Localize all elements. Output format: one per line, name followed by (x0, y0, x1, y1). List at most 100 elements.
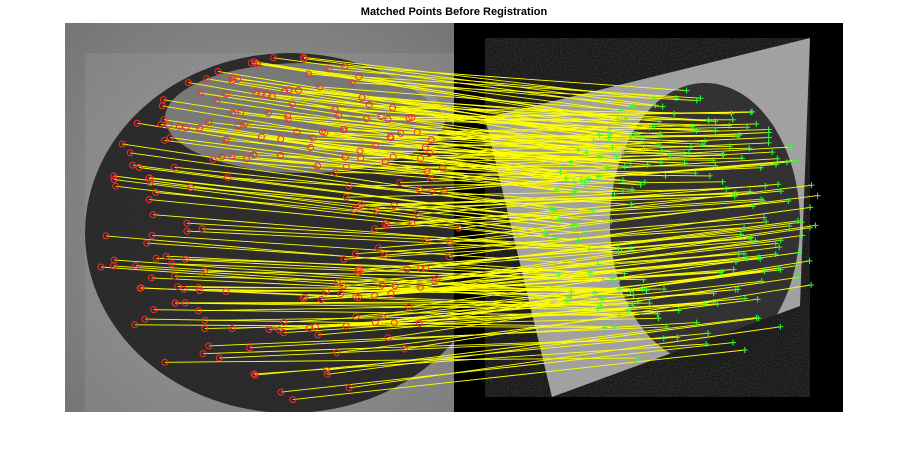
right-match-marker (620, 148, 627, 155)
right-match-marker (726, 122, 733, 129)
left-match-marker (335, 112, 342, 120)
left-match-marker (229, 109, 237, 117)
match-line (344, 65, 687, 92)
right-match-marker (578, 177, 585, 184)
right-match-marker (605, 135, 612, 142)
match-line (427, 151, 773, 172)
right-match-marker (616, 312, 623, 319)
match-line (304, 58, 656, 106)
match-line (232, 155, 633, 191)
left-match-marker (300, 53, 307, 61)
left-match-marker (331, 169, 339, 176)
right-match-marker (787, 144, 794, 150)
right-match-marker (654, 310, 661, 317)
left-match-marker (356, 147, 364, 155)
right-match-marker (655, 315, 662, 322)
match-line (335, 109, 693, 127)
right-match-marker (712, 118, 719, 125)
right-match-marker (604, 165, 611, 172)
left-match-marker (381, 251, 389, 259)
right-match-marker (619, 188, 626, 195)
right-match-marker (758, 196, 765, 203)
right-match-marker (575, 237, 582, 244)
left-match-marker (342, 322, 350, 330)
left-match-marker (129, 161, 137, 169)
right-match-marker (617, 107, 623, 114)
right-match-marker (547, 205, 554, 211)
left-match-marker (423, 167, 431, 175)
match-line (346, 188, 727, 198)
left-match-marker (352, 293, 360, 301)
match-line (200, 92, 587, 153)
match-line (449, 195, 818, 243)
right-match-marker (746, 145, 753, 152)
match-line (317, 165, 696, 174)
match-line (303, 56, 654, 100)
right-match-marker (777, 237, 784, 244)
left-match-marker (358, 201, 365, 209)
right-match-marker (741, 224, 748, 231)
right-match-marker (660, 335, 667, 342)
match-line (387, 276, 799, 339)
left-match-marker (357, 154, 365, 162)
match-line (292, 349, 745, 401)
left-match-marker (426, 149, 433, 157)
match-line (164, 357, 639, 363)
left-match-marker (378, 281, 386, 289)
right-match-marker (600, 278, 607, 285)
match-line (185, 301, 638, 304)
right-match-marker (606, 131, 613, 138)
left-match-marker (243, 155, 251, 163)
left-match-marker (354, 266, 362, 274)
match-line (283, 303, 718, 334)
left-match-marker (263, 91, 270, 98)
right-match-marker (618, 118, 625, 125)
match-line (319, 86, 675, 115)
right-match-marker (680, 151, 687, 157)
match-line (449, 206, 811, 258)
right-match-marker (714, 300, 721, 307)
right-match-marker (638, 135, 645, 142)
right-match-marker (738, 155, 745, 162)
left-match-marker (166, 134, 174, 142)
match-line (357, 238, 750, 271)
left-match-marker (162, 252, 170, 260)
match-line (376, 191, 751, 212)
left-match-marker (384, 115, 392, 123)
right-match-marker (773, 161, 779, 168)
right-match-marker (587, 269, 594, 276)
left-match-marker (405, 303, 413, 311)
right-match-marker (596, 131, 603, 138)
left-match-marker (224, 174, 232, 181)
right-match-marker (616, 285, 623, 292)
right-match-marker (581, 179, 588, 186)
left-match-marker (183, 227, 191, 235)
left-match-marker (371, 292, 379, 300)
right-match-marker (730, 339, 736, 346)
left-match-marker (196, 89, 204, 97)
right-match-marker (741, 347, 748, 353)
right-match-marker (615, 244, 622, 251)
match-line (381, 243, 776, 286)
right-match-marker (765, 129, 772, 136)
right-match-marker (763, 218, 769, 225)
right-match-marker (594, 305, 601, 312)
left-match-marker (428, 187, 436, 195)
match-line (357, 240, 756, 273)
left-match-marker (309, 134, 317, 142)
right-match-marker (774, 155, 781, 162)
left-match-marker (209, 156, 217, 163)
left-match-marker (222, 136, 230, 144)
left-match-marker (333, 349, 341, 357)
right-match-marker (644, 161, 651, 168)
match-line (425, 200, 789, 242)
left-match-marker (222, 90, 230, 98)
left-match-marker (137, 284, 145, 292)
left-match-marker (415, 319, 423, 327)
left-match-marker (228, 74, 236, 82)
left-match-marker (205, 342, 213, 350)
right-match-marker (595, 173, 602, 180)
right-match-marker (590, 138, 597, 145)
match-line (369, 104, 716, 122)
match-line (175, 302, 629, 311)
